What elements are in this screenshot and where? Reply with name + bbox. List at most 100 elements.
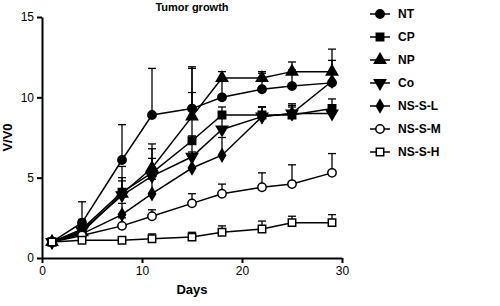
- marker: [188, 233, 195, 240]
- marker: [48, 238, 55, 245]
- tick-label: 10: [136, 264, 150, 278]
- legend-label: NS-S-L: [398, 99, 438, 113]
- marker: [118, 237, 125, 244]
- error-cap: [218, 106, 226, 107]
- legend-marker: [374, 80, 385, 90]
- tick-mark: [342, 258, 344, 263]
- legend-entry: NT: [370, 7, 415, 21]
- marker: [288, 82, 296, 90]
- marker: [188, 162, 195, 174]
- error-cap: [218, 113, 226, 114]
- series: [48, 49, 336, 246]
- tick-mark: [37, 258, 42, 260]
- legend-label: Co: [398, 76, 414, 90]
- error-cap: [188, 66, 196, 67]
- marker: [328, 219, 335, 226]
- tick: 15: [21, 10, 42, 24]
- tick-mark: [37, 17, 42, 19]
- legend-entry: NP: [370, 53, 415, 67]
- tick: 0: [27, 251, 42, 265]
- error-stem: [191, 67, 192, 141]
- marker: [48, 238, 56, 246]
- error-cap: [118, 166, 126, 167]
- tick: 10: [136, 258, 150, 278]
- y-axis: 0 5 10 15: [21, 10, 43, 265]
- tick: 0: [39, 258, 46, 278]
- marker: [328, 75, 335, 87]
- error-cap: [118, 177, 126, 178]
- error-cap: [188, 193, 196, 194]
- tick: 20: [236, 258, 250, 278]
- error-cap: [188, 151, 196, 152]
- legend-marker: [376, 100, 383, 112]
- legend-marker: [374, 53, 385, 63]
- marker: [326, 110, 337, 120]
- marker: [78, 237, 85, 244]
- tick-mark: [37, 177, 42, 179]
- tick: 5: [27, 171, 42, 185]
- series-line: [52, 113, 332, 242]
- title: Tumor growth: [155, 1, 228, 13]
- tick-label: 30: [336, 264, 350, 278]
- error-stem: [121, 125, 122, 160]
- marker: [48, 238, 56, 246]
- plot-area: 0 10 20 30 0 5 10 15: [21, 10, 350, 277]
- marker: [188, 199, 196, 207]
- tick-mark: [242, 258, 244, 263]
- legend-entry: Co: [370, 76, 414, 90]
- marker: [218, 149, 225, 161]
- chart: 0102030051015Tumor growthDaysV/V0NTCPNPC…: [0, 0, 500, 306]
- error-cap: [218, 137, 226, 138]
- error-cap: [118, 180, 126, 181]
- marker: [258, 85, 266, 93]
- series-line: [52, 173, 332, 242]
- legend-label: NP: [398, 53, 415, 67]
- series-line: [52, 72, 332, 242]
- error-cap: [288, 216, 296, 217]
- marker: [148, 187, 155, 199]
- error-cap: [328, 214, 336, 215]
- tick-label: 15: [21, 10, 35, 24]
- tick-label: 0: [27, 251, 34, 265]
- error-cap: [328, 98, 336, 99]
- error-bar: [188, 67, 196, 141]
- legend-label: NT: [398, 7, 415, 21]
- marker: [116, 192, 127, 202]
- error-cap: [258, 172, 266, 173]
- series-line: [52, 83, 332, 242]
- marker: [286, 65, 297, 75]
- legend-entry: NS-S-M: [370, 122, 441, 136]
- series: [48, 154, 336, 247]
- error-cap: [148, 158, 156, 159]
- legend-entry: NS-S-H: [370, 145, 439, 159]
- tick-mark: [142, 258, 144, 263]
- marker: [118, 156, 126, 164]
- error-cap: [218, 183, 226, 184]
- error-cap: [288, 164, 296, 165]
- series: [48, 215, 336, 246]
- x-axis-title: Days: [176, 282, 207, 297]
- error-cap: [258, 106, 266, 107]
- marker: [288, 107, 295, 119]
- error-cap: [328, 153, 336, 154]
- error-cap: [78, 201, 86, 202]
- error-cap: [148, 68, 156, 69]
- marker: [288, 219, 295, 226]
- tick-label: 0: [39, 264, 46, 278]
- data-marks: [46, 49, 337, 248]
- error-cap: [258, 106, 266, 107]
- marker: [256, 72, 267, 82]
- error-cap: [328, 48, 336, 49]
- marker: [148, 235, 155, 242]
- marker: [258, 225, 265, 232]
- error-bar: [78, 202, 86, 223]
- marker: [186, 110, 197, 120]
- error-stem: [151, 68, 152, 115]
- error-cap: [328, 60, 336, 61]
- tick: 10: [21, 91, 42, 105]
- error-cap: [288, 103, 296, 104]
- series: [48, 67, 336, 246]
- marker: [218, 229, 225, 236]
- legend-label: NS-S-H: [398, 145, 439, 159]
- legend-marker: [376, 125, 384, 133]
